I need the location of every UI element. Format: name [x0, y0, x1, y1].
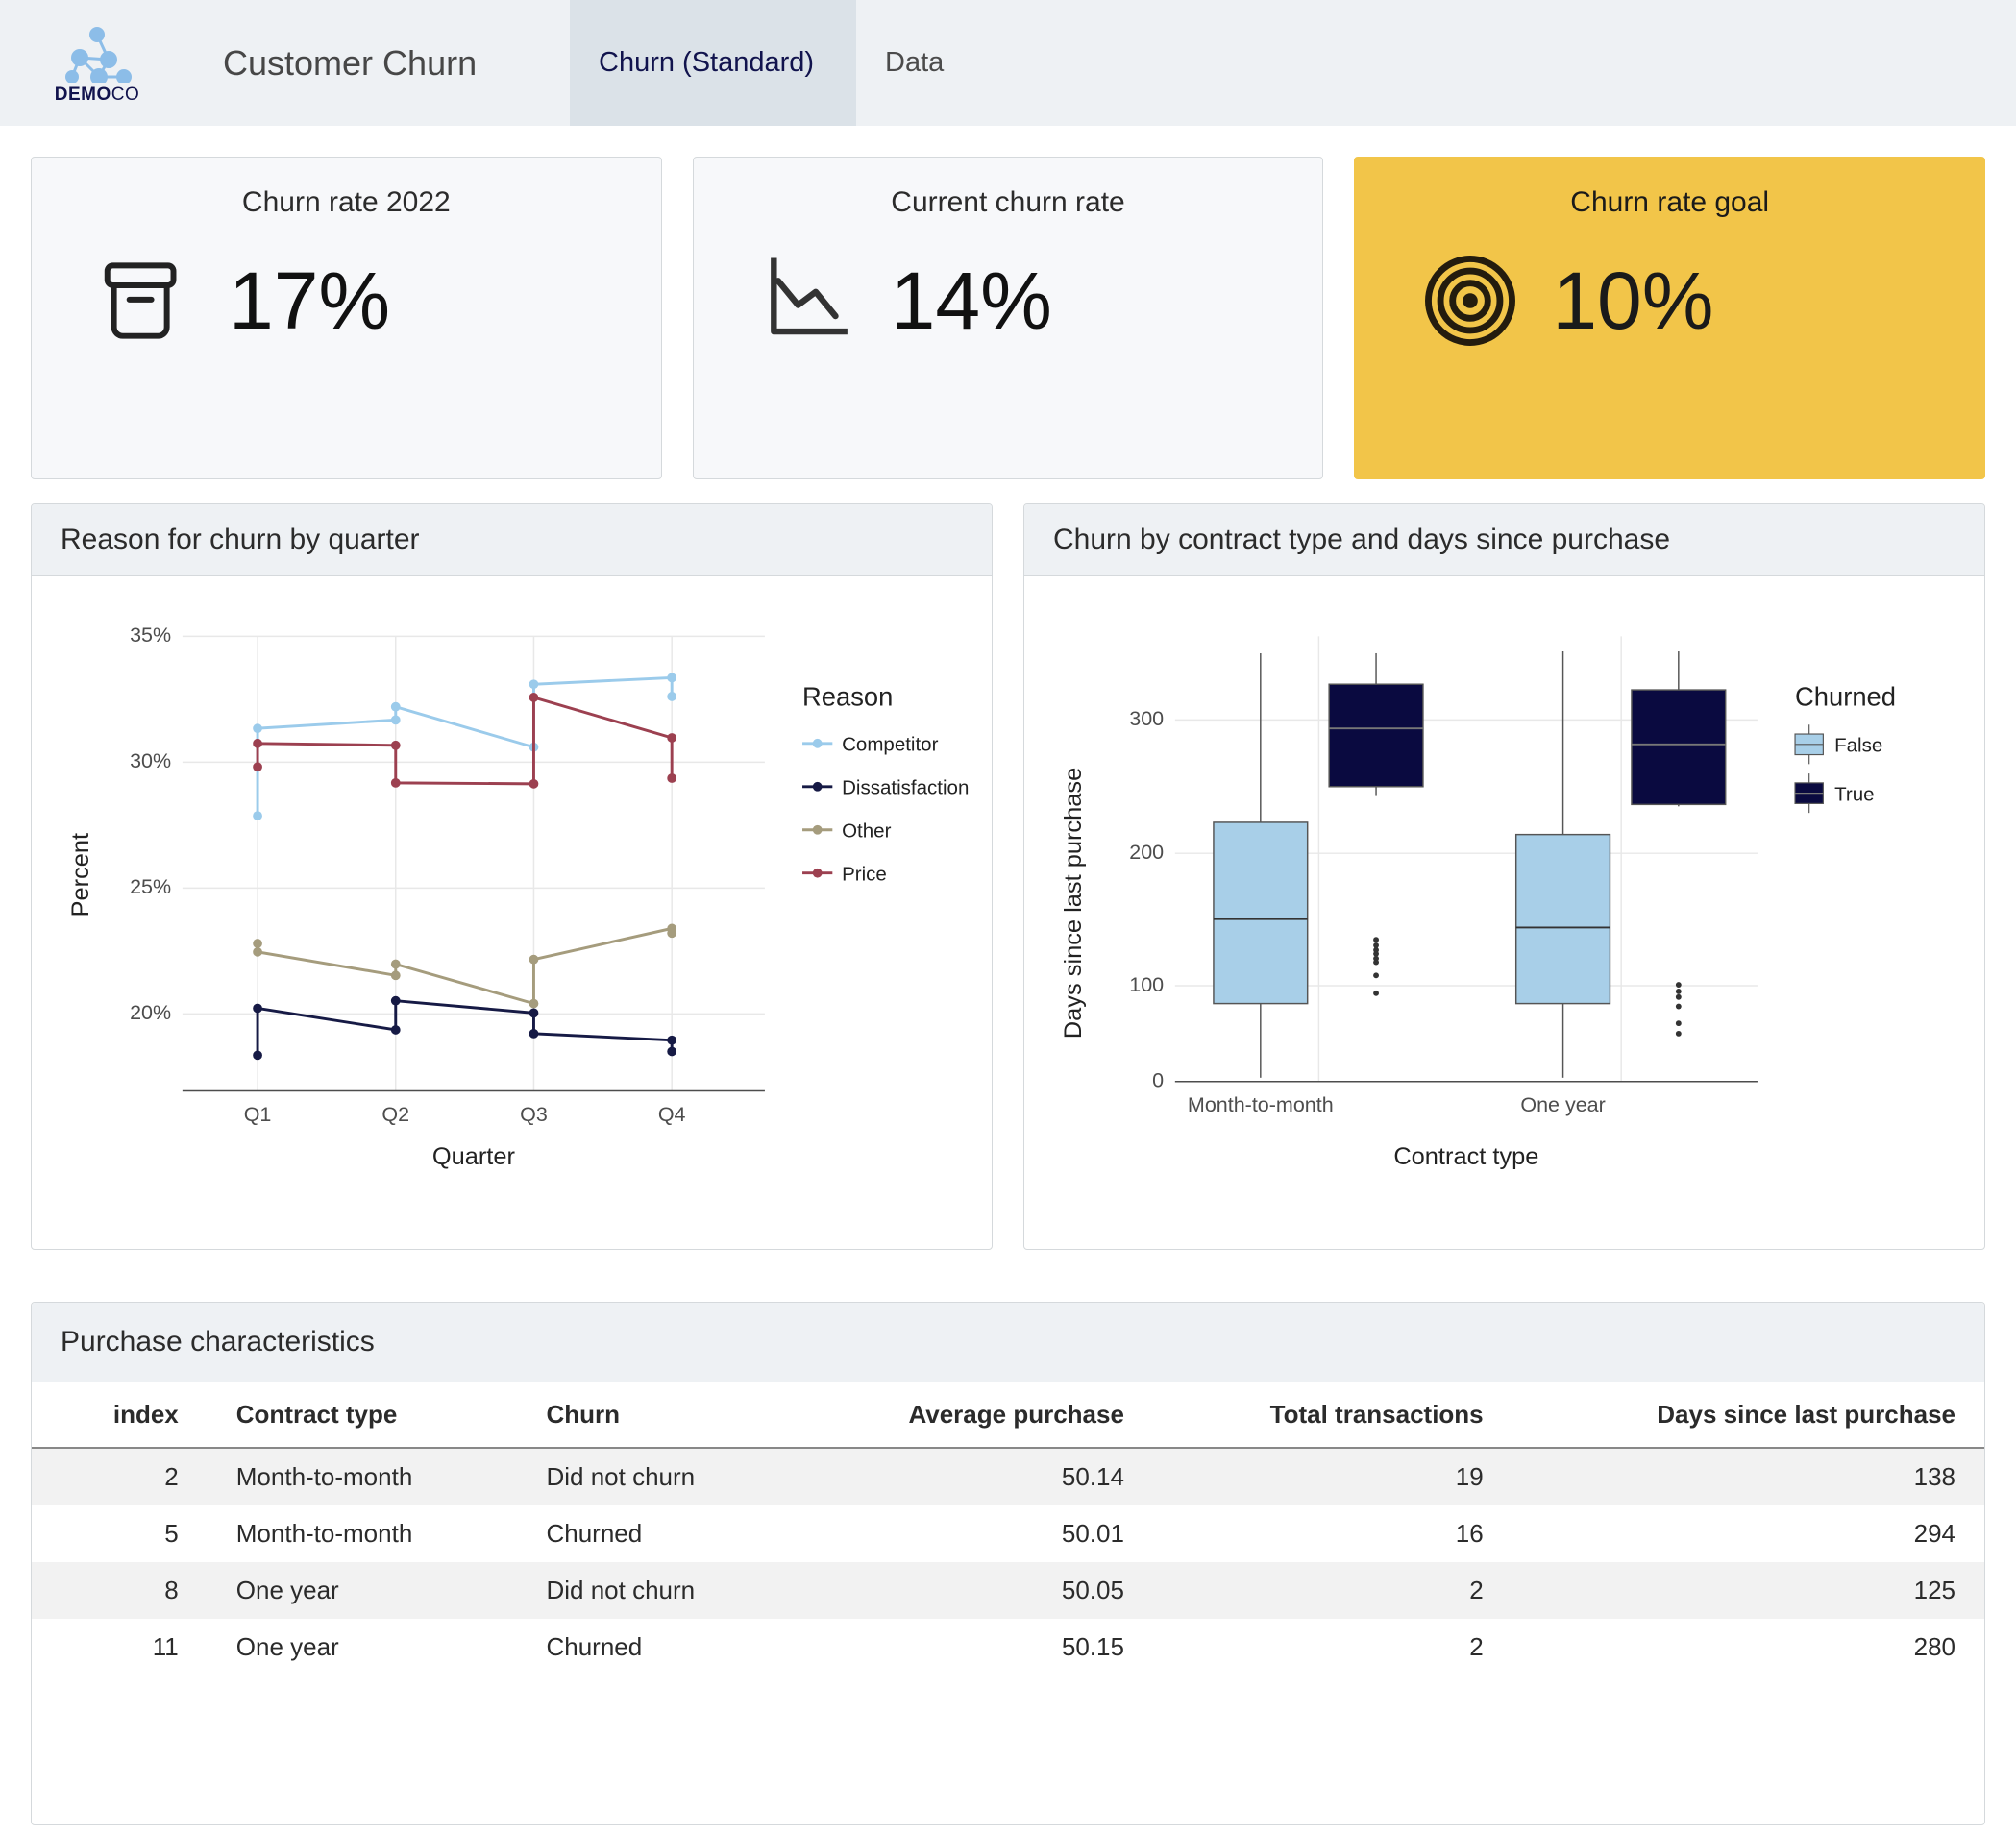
svg-text:False: False	[1834, 735, 1882, 757]
svg-text:Other: Other	[842, 820, 891, 843]
svg-text:200: 200	[1129, 841, 1164, 864]
svg-text:25%: 25%	[130, 875, 171, 898]
svg-text:Q2: Q2	[381, 1103, 409, 1126]
svg-text:Percent: Percent	[67, 833, 94, 918]
svg-text:Churned: Churned	[1795, 682, 1896, 712]
svg-text:35%: 35%	[130, 624, 171, 647]
svg-text:Days since last purchase: Days since last purchase	[1060, 768, 1087, 1039]
svg-text:300: 300	[1129, 707, 1164, 730]
svg-text:Competitor: Competitor	[842, 734, 939, 756]
svg-text:Q4: Q4	[658, 1103, 686, 1126]
svg-text:Quarter: Quarter	[432, 1143, 516, 1170]
svg-text:Q1: Q1	[244, 1103, 272, 1126]
svg-text:Q3: Q3	[520, 1103, 548, 1126]
svg-text:20%: 20%	[130, 1001, 171, 1024]
svg-text:Price: Price	[842, 864, 887, 886]
svg-text:Dissatisfaction: Dissatisfaction	[842, 777, 969, 799]
svg-text:0: 0	[1152, 1069, 1164, 1092]
svg-text:Month-to-month: Month-to-month	[1188, 1093, 1334, 1116]
svg-text:Contract type: Contract type	[1393, 1143, 1538, 1170]
svg-text:True: True	[1834, 783, 1874, 805]
svg-text:100: 100	[1129, 973, 1164, 996]
svg-text:Reason: Reason	[802, 682, 893, 712]
svg-text:30%: 30%	[130, 749, 171, 772]
svg-text:One year: One year	[1520, 1093, 1605, 1116]
